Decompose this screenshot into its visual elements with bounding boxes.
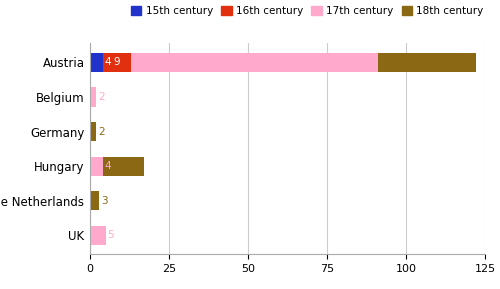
Text: 4: 4 xyxy=(104,161,111,171)
Bar xyxy=(90,157,102,176)
Text: 4: 4 xyxy=(104,58,111,67)
Legend: 15th century, 16th century, 17th century, 18th century: 15th century, 16th century, 17th century… xyxy=(127,2,488,21)
Text: 2: 2 xyxy=(98,92,104,102)
Text: 31: 31 xyxy=(420,58,433,67)
Bar xyxy=(102,157,144,176)
Bar xyxy=(90,191,100,210)
Text: 9: 9 xyxy=(114,58,120,67)
Text: 78: 78 xyxy=(248,58,261,67)
Text: 3: 3 xyxy=(101,196,107,206)
Text: 5: 5 xyxy=(108,230,114,240)
Text: 2: 2 xyxy=(98,127,104,137)
Bar xyxy=(90,226,106,245)
Bar xyxy=(378,53,476,72)
Bar xyxy=(131,53,378,72)
Bar xyxy=(90,122,96,141)
Bar xyxy=(90,53,102,72)
Text: 13: 13 xyxy=(116,161,130,171)
Bar xyxy=(90,88,96,107)
Bar xyxy=(102,53,131,72)
